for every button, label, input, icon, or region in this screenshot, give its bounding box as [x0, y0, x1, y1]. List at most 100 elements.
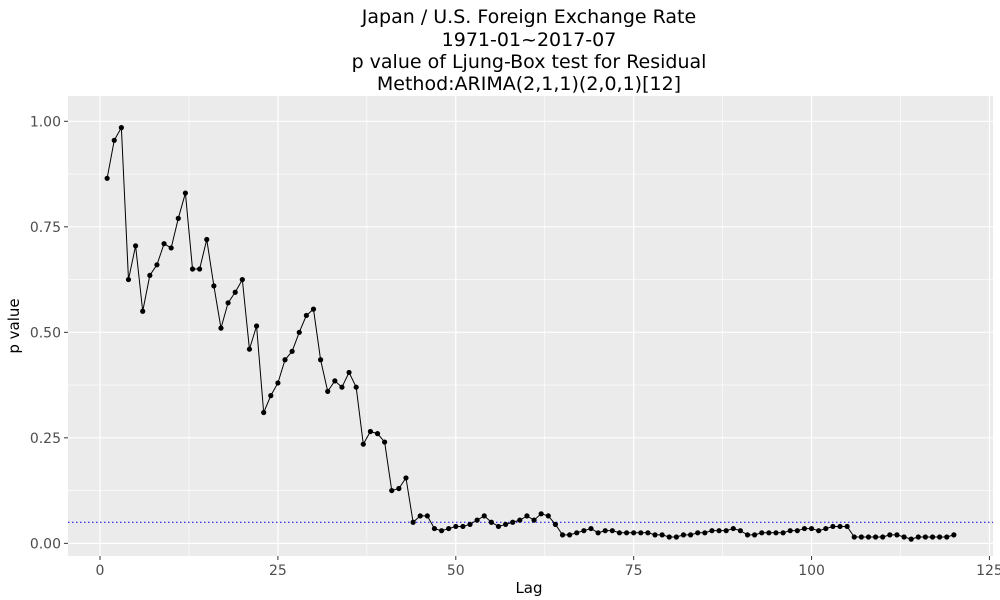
data-point: [310, 306, 317, 312]
series-points: [104, 125, 957, 542]
data-point: [631, 530, 637, 536]
data-point: [175, 215, 181, 221]
data-point: [339, 384, 345, 390]
data-point: [759, 530, 765, 536]
data-point: [239, 276, 245, 283]
data-point: [673, 534, 679, 540]
data-point: [218, 325, 224, 331]
data-point: [901, 534, 907, 540]
x-tick-label: 50: [447, 563, 465, 579]
title-line-1: Japan / U.S. Foreign Exchange Rate: [361, 6, 696, 28]
data-point: [396, 485, 402, 492]
data-point: [133, 243, 139, 249]
data-point: [645, 530, 651, 536]
y-tick-label: 0.50: [30, 325, 61, 341]
data-point: [531, 517, 537, 523]
data-point: [503, 521, 509, 527]
data-point: [609, 528, 615, 534]
data-point: [467, 521, 473, 527]
data-point: [666, 534, 672, 540]
data-point: [211, 283, 217, 289]
data-point: [595, 530, 601, 536]
data-point: [659, 532, 665, 538]
data-point: [915, 534, 921, 540]
data-point: [616, 530, 623, 536]
data-point: [944, 534, 950, 540]
data-point: [823, 525, 829, 532]
data-point: [168, 245, 174, 251]
title-line-4: Method:ARIMA(2,1,1)(2,0,1)[12]: [377, 73, 681, 95]
data-point: [908, 536, 914, 542]
data-point: [360, 441, 366, 447]
data-point: [716, 528, 722, 534]
y-tick-label: 0.25: [30, 431, 61, 447]
data-point: [154, 262, 160, 268]
data-point: [353, 384, 359, 390]
data-point: [623, 530, 630, 536]
data-point: [887, 532, 893, 538]
data-point: [787, 528, 793, 534]
data-point: [929, 534, 936, 540]
data-point: [261, 409, 267, 416]
data-point: [538, 511, 544, 517]
x-tick-label: 25: [269, 563, 287, 579]
data-point: [766, 530, 772, 536]
data-point: [695, 530, 701, 536]
y-tick-label: 1.00: [30, 114, 61, 130]
x-tick-label: 75: [625, 563, 643, 579]
data-point: [844, 523, 850, 530]
data-point: [702, 530, 708, 536]
y-tick-label: 0.00: [30, 536, 61, 552]
y-axis-ticks: 0.00 0.25 0.50 0.75 1.00: [30, 114, 68, 552]
data-point: [801, 525, 808, 532]
data-point: [318, 357, 324, 363]
data-point: [389, 487, 395, 494]
y-axis-title: p value: [5, 298, 23, 353]
data-point: [723, 528, 729, 534]
data-point: [510, 519, 516, 525]
data-point: [730, 525, 736, 532]
x-tick-label: 100: [798, 563, 825, 579]
data-point: [367, 428, 373, 435]
data-point: [374, 431, 381, 437]
data-point: [125, 276, 132, 283]
data-point: [574, 530, 580, 536]
grid-major: [68, 96, 993, 556]
data-point: [282, 357, 288, 363]
data-point: [880, 534, 886, 540]
data-point: [524, 513, 530, 519]
data-point: [851, 534, 857, 540]
data-point: [431, 525, 438, 532]
data-point: [460, 523, 466, 530]
data-point: [197, 266, 203, 272]
data-point: [446, 525, 452, 532]
x-axis-title: Lag: [515, 579, 542, 597]
data-point: [922, 534, 929, 540]
data-point: [773, 530, 779, 536]
data-point: [104, 175, 110, 181]
data-point: [652, 532, 658, 538]
data-point: [588, 525, 594, 532]
data-point: [495, 523, 502, 530]
data-point: [873, 534, 879, 540]
data-point: [474, 517, 480, 523]
data-point: [581, 528, 587, 534]
data-point: [858, 534, 864, 540]
data-point: [275, 380, 281, 386]
plot-panel: [68, 96, 993, 556]
data-point: [602, 528, 608, 534]
data-point: [488, 519, 494, 525]
data-point: [303, 312, 309, 319]
data-point: [346, 369, 352, 376]
data-point: [737, 528, 744, 534]
data-point: [481, 513, 487, 519]
data-point: [161, 241, 167, 247]
data-point: [438, 528, 445, 534]
data-point: [559, 532, 566, 538]
data-point: [752, 532, 758, 538]
data-point: [189, 266, 196, 272]
data-point: [382, 439, 388, 445]
data-point: [296, 329, 302, 335]
